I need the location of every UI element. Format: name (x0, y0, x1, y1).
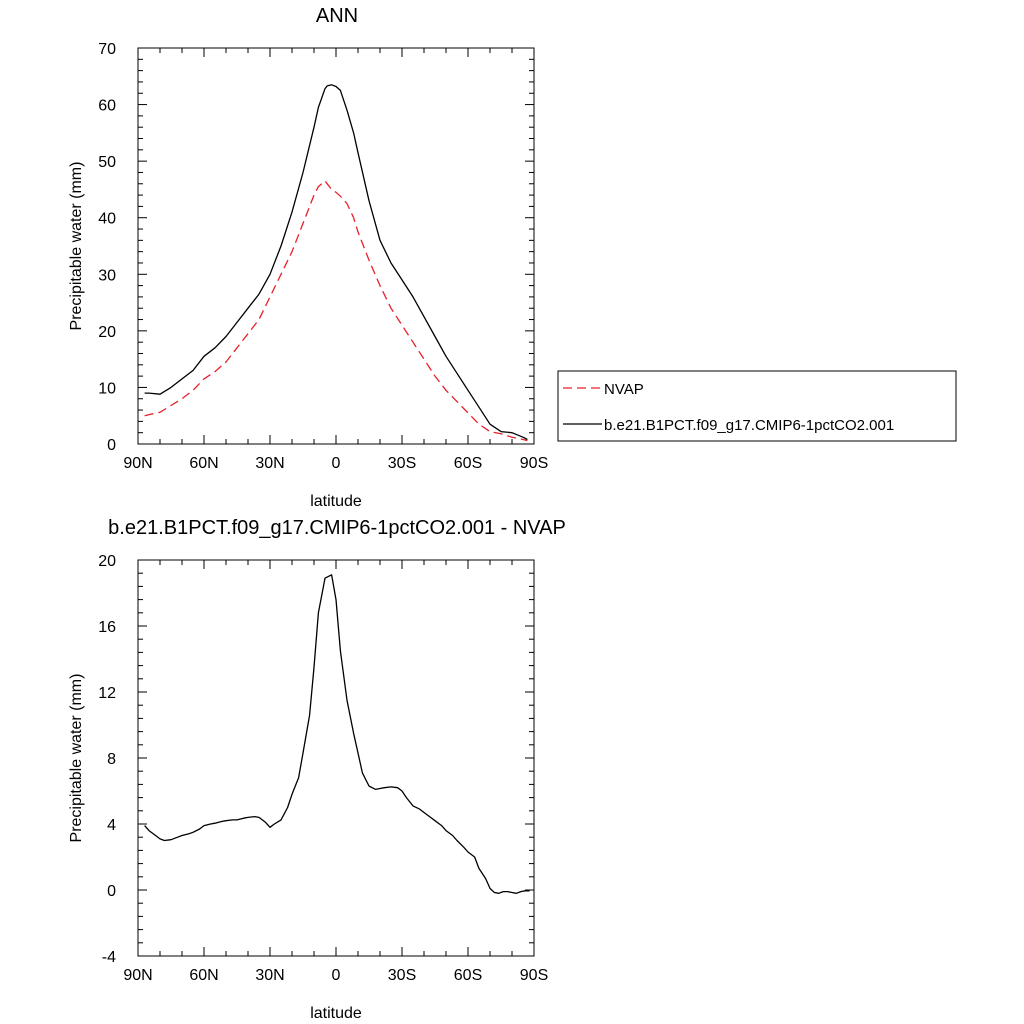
panel-bottom-ylabel: Precipitable water (mm) (68, 674, 85, 843)
y-tick-label: 30 (98, 267, 116, 284)
panel-top-series (144, 84, 528, 442)
x-tick-label: 30N (255, 455, 284, 472)
y-tick-label: 50 (98, 154, 116, 171)
panel-top-frame (137, 47, 535, 445)
y-tick-label: 12 (98, 685, 116, 702)
y-tick-label: -4 (102, 949, 116, 966)
x-tick-label: 0 (332, 455, 341, 472)
x-tick-label: 60N (189, 455, 218, 472)
x-tick-label: 90N (123, 967, 152, 984)
panel-bottom: b.e21.B1PCT.f09_g17.CMIP6-1pctCO2.001 - … (68, 517, 566, 1022)
panel-top-title: ANN (316, 5, 358, 27)
panel-bottom-series (144, 574, 530, 894)
x-tick-label: 30S (388, 967, 416, 984)
y-tick-label: 10 (98, 380, 116, 397)
x-tick-label: 90S (520, 967, 548, 984)
y-tick-label: 8 (107, 751, 116, 768)
panel-top: ANN 90N 60N 30N 0 30S 60S 90S 0 10 20 30 40 50 60 70 l… (68, 5, 548, 510)
legend-box (557, 370, 957, 442)
y-tick-label: 20 (98, 553, 116, 570)
legend-label-nvap: NVAP (604, 381, 644, 398)
panel-bottom-frame (137, 559, 535, 957)
x-tick-label: 90S (520, 455, 548, 472)
x-tick-label: 60S (454, 967, 482, 984)
panel-top-xlabel: latitude (310, 493, 362, 510)
x-tick-label: 30S (388, 455, 416, 472)
series-line-0 (144, 574, 530, 894)
legend-label-model: b.e21.B1PCT.f09_g17.CMIP6-1pctCO2.001 (604, 417, 894, 434)
x-tick-label: 60N (189, 967, 218, 984)
x-tick-label: 30N (255, 967, 284, 984)
y-tick-label: 60 (98, 98, 116, 115)
y-tick-label: 40 (98, 211, 116, 228)
y-tick-label: 70 (98, 41, 116, 58)
y-tick-label: 0 (107, 437, 116, 454)
x-tick-label: 60S (454, 455, 482, 472)
x-tick-label: 0 (332, 967, 341, 984)
y-tick-label: 4 (107, 817, 116, 834)
panel-bottom-title: b.e21.B1PCT.f09_g17.CMIP6-1pctCO2.001 - … (108, 517, 566, 539)
panel-top-ylabel: Precipitable water (mm) (68, 162, 85, 331)
x-tick-label: 90N (123, 455, 152, 472)
panel-top-ticks: 90N 60N 30N 0 30S 60S 90S 0 10 20 30 40 50 60 70 (98, 41, 548, 472)
panel-bottom-ticks: 90N 60N 30N 0 30S 60S 90S -4 0 4 8 12 16 20 (98, 553, 548, 984)
y-tick-label: 20 (98, 324, 116, 341)
y-tick-label: 0 (107, 883, 116, 900)
series-line-0 (144, 180, 528, 442)
panel-bottom-xlabel: latitude (310, 1005, 362, 1022)
legend: NVAP b.e21.B1PCT.f09_g17.CMIP6-1pctCO2.0… (557, 370, 957, 442)
y-tick-label: 16 (98, 619, 116, 636)
series-line-1 (144, 84, 528, 441)
